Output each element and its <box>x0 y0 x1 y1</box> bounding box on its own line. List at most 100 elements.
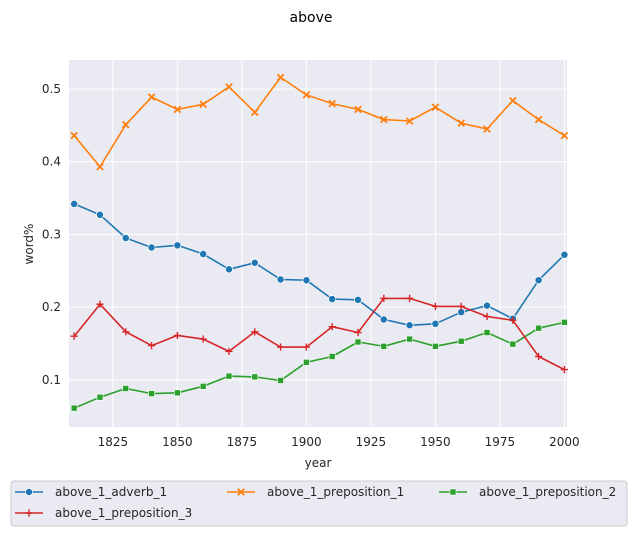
data-point <box>406 335 413 343</box>
x-tick-label: 1850 <box>162 435 193 449</box>
data-point <box>302 276 311 285</box>
x-tick-label: 2000 <box>549 435 580 449</box>
data-point <box>147 243 156 252</box>
x-tick-label: 1900 <box>291 435 322 449</box>
data-point <box>457 337 465 345</box>
data-point <box>431 302 440 310</box>
series-line <box>73 76 565 168</box>
y-axis-ticks: 0.1 0.2 0.3 0.4 0.5 <box>42 82 61 387</box>
data-point <box>457 302 465 310</box>
data-point <box>483 301 491 310</box>
data-point <box>70 404 78 412</box>
data-point <box>509 316 517 324</box>
data-point <box>535 352 543 361</box>
legend-item: above_1_preposition_2 <box>439 485 616 499</box>
data-point <box>96 162 104 171</box>
data-point <box>276 275 285 284</box>
data-point <box>379 315 388 324</box>
legend-box <box>10 480 628 527</box>
data-point <box>121 234 130 242</box>
data-point <box>354 295 362 304</box>
data-point <box>199 100 208 109</box>
data-point <box>96 393 104 401</box>
data-point <box>354 328 362 337</box>
legend-label: above_1_preposition_3 <box>55 506 192 520</box>
data-point <box>354 338 362 346</box>
legend-item: above_1_preposition_3 <box>15 506 192 520</box>
series-above_1_preposition_3 <box>70 294 569 374</box>
x-tick-label: 1925 <box>356 435 387 449</box>
legend-label: above_1_preposition_2 <box>479 485 616 499</box>
series-line <box>73 321 565 409</box>
y-tick-label: 0.3 <box>42 227 61 241</box>
data-point <box>405 321 414 330</box>
data-point <box>70 199 79 208</box>
data-point <box>277 377 284 384</box>
data-point <box>251 373 259 381</box>
data-point <box>483 312 491 321</box>
plot-area <box>69 60 567 427</box>
data-point <box>535 324 542 332</box>
data-point <box>173 241 182 250</box>
x-axis-ticks: 1825 1850 1875 1900 1925 1950 1975 2000 <box>98 435 580 449</box>
data-point <box>405 117 414 125</box>
chart-title: above <box>290 10 333 26</box>
data-point <box>70 131 78 140</box>
data-point <box>147 342 156 350</box>
data-point <box>199 335 207 343</box>
data-point <box>406 294 414 302</box>
data-point <box>147 93 156 101</box>
series-line <box>73 297 565 371</box>
data-point <box>354 105 362 114</box>
legend: above_1_adverb_1 above_1_preposition_1 abo… <box>10 480 628 527</box>
series-line <box>73 203 565 327</box>
legend-marker <box>449 488 457 496</box>
data-point <box>534 276 543 285</box>
data-point <box>534 115 543 124</box>
x-tick-label: 1950 <box>420 435 451 449</box>
x-tick-label: 1825 <box>98 435 129 449</box>
data-point <box>173 105 182 114</box>
data-point <box>303 359 310 366</box>
data-point <box>380 343 388 350</box>
y-tick-label: 0.1 <box>42 373 61 387</box>
data-point <box>457 119 466 128</box>
data-point <box>508 96 517 105</box>
data-point <box>509 340 517 348</box>
data-point <box>483 125 491 133</box>
data-point <box>328 99 337 108</box>
x-axis-label: year <box>305 456 332 470</box>
data-point <box>251 328 259 336</box>
data-point <box>225 347 233 356</box>
data-point <box>431 319 440 328</box>
data-point <box>250 258 259 267</box>
plot-background <box>69 60 567 427</box>
y-axis-label: word% <box>22 224 36 265</box>
x-tick-label: 1975 <box>485 435 516 449</box>
x-tick-label: 1875 <box>227 435 258 449</box>
legend-item: above_1_preposition_1 <box>227 485 404 499</box>
data-point <box>225 83 233 91</box>
legend-marker <box>237 488 245 496</box>
data-point <box>276 343 285 351</box>
data-point <box>96 210 104 219</box>
data-point <box>122 328 130 336</box>
data-point <box>96 300 104 308</box>
series-group <box>70 73 569 412</box>
legend-label: above_1_preposition_1 <box>267 485 404 499</box>
data-point <box>328 295 337 304</box>
data-point <box>250 108 259 117</box>
data-point <box>328 323 336 331</box>
data-point <box>328 353 336 360</box>
legend-label: above_1_adverb_1 <box>55 485 167 499</box>
data-point <box>302 91 311 99</box>
data-point <box>225 265 233 274</box>
data-point <box>199 250 208 258</box>
data-point <box>174 389 181 397</box>
data-point <box>148 390 155 397</box>
data-point <box>560 250 569 259</box>
data-point <box>225 372 233 380</box>
data-point <box>276 73 285 82</box>
data-point <box>431 103 440 112</box>
